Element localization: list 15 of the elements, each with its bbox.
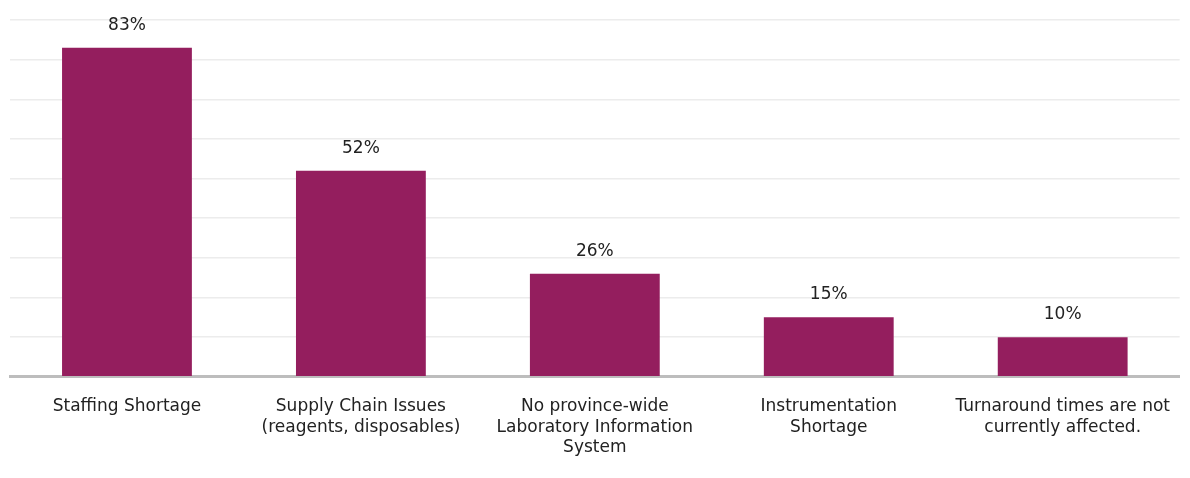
data-label: 15% (809, 283, 848, 304)
bar (529, 273, 660, 377)
bar (295, 170, 426, 377)
bar (763, 317, 894, 377)
data-label: 10% (1043, 303, 1082, 324)
bar (997, 337, 1128, 377)
bar (62, 47, 192, 377)
data-label: 26% (575, 239, 614, 260)
x-tick-label: Supply Chain Issues (reagents, disposables) (261, 395, 461, 436)
data-label: 52% (342, 136, 380, 157)
data-label: 83% (108, 13, 146, 34)
x-tick-label: Staffing Shortage (52, 395, 202, 416)
x-tick-label: Turnaround times are not currently affected. (954, 395, 1171, 436)
x-tick-label: No province-wide Laboratory Information System (496, 395, 694, 457)
x-tick-label: Instrumentation Shortage (760, 395, 898, 436)
